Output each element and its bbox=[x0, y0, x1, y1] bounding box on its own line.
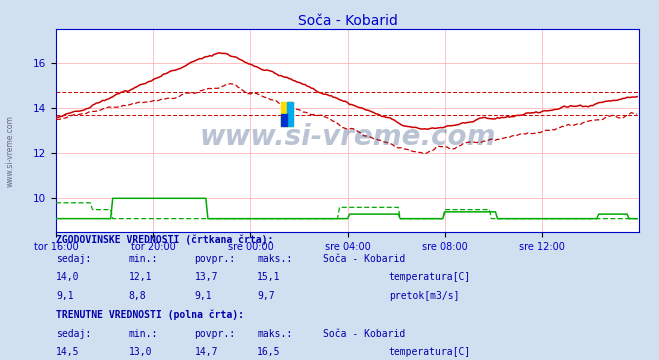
Text: 8,8: 8,8 bbox=[129, 291, 146, 301]
Text: pretok[m3/s]: pretok[m3/s] bbox=[389, 291, 459, 301]
Text: ZGODOVINSKE VREDNOSTI (črtkana črta):: ZGODOVINSKE VREDNOSTI (črtkana črta): bbox=[56, 234, 273, 245]
Text: 15,1: 15,1 bbox=[257, 273, 281, 283]
Text: 14,0: 14,0 bbox=[56, 273, 80, 283]
Text: TRENUTNE VREDNOSTI (polna črta):: TRENUTNE VREDNOSTI (polna črta): bbox=[56, 309, 244, 320]
Title: Soča - Kobarid: Soča - Kobarid bbox=[298, 14, 397, 28]
Text: temperatura[C]: temperatura[C] bbox=[389, 273, 471, 283]
FancyBboxPatch shape bbox=[287, 102, 293, 126]
Text: 12,1: 12,1 bbox=[129, 273, 152, 283]
Text: povpr.:: povpr.: bbox=[194, 329, 235, 339]
Text: www.si-vreme.com: www.si-vreme.com bbox=[200, 123, 496, 150]
Text: maks.:: maks.: bbox=[257, 329, 292, 339]
Text: 13,7: 13,7 bbox=[194, 273, 218, 283]
Text: www.si-vreme.com: www.si-vreme.com bbox=[5, 115, 14, 187]
FancyBboxPatch shape bbox=[281, 102, 293, 126]
Text: min.:: min.: bbox=[129, 329, 158, 339]
Text: temperatura[C]: temperatura[C] bbox=[389, 347, 471, 357]
Text: sedaj:: sedaj: bbox=[56, 254, 91, 264]
Text: 9,7: 9,7 bbox=[257, 291, 275, 301]
Text: maks.:: maks.: bbox=[257, 254, 292, 264]
Text: 9,1: 9,1 bbox=[194, 291, 212, 301]
Text: 14,7: 14,7 bbox=[194, 347, 218, 357]
Text: Soča - Kobarid: Soča - Kobarid bbox=[323, 254, 405, 264]
Text: sedaj:: sedaj: bbox=[56, 329, 91, 339]
Text: Soča - Kobarid: Soča - Kobarid bbox=[323, 329, 405, 339]
Text: 9,1: 9,1 bbox=[56, 291, 74, 301]
Text: povpr.:: povpr.: bbox=[194, 254, 235, 264]
Text: 16,5: 16,5 bbox=[257, 347, 281, 357]
Text: 14,5: 14,5 bbox=[56, 347, 80, 357]
Text: 13,0: 13,0 bbox=[129, 347, 152, 357]
Text: min.:: min.: bbox=[129, 254, 158, 264]
FancyBboxPatch shape bbox=[281, 114, 287, 126]
